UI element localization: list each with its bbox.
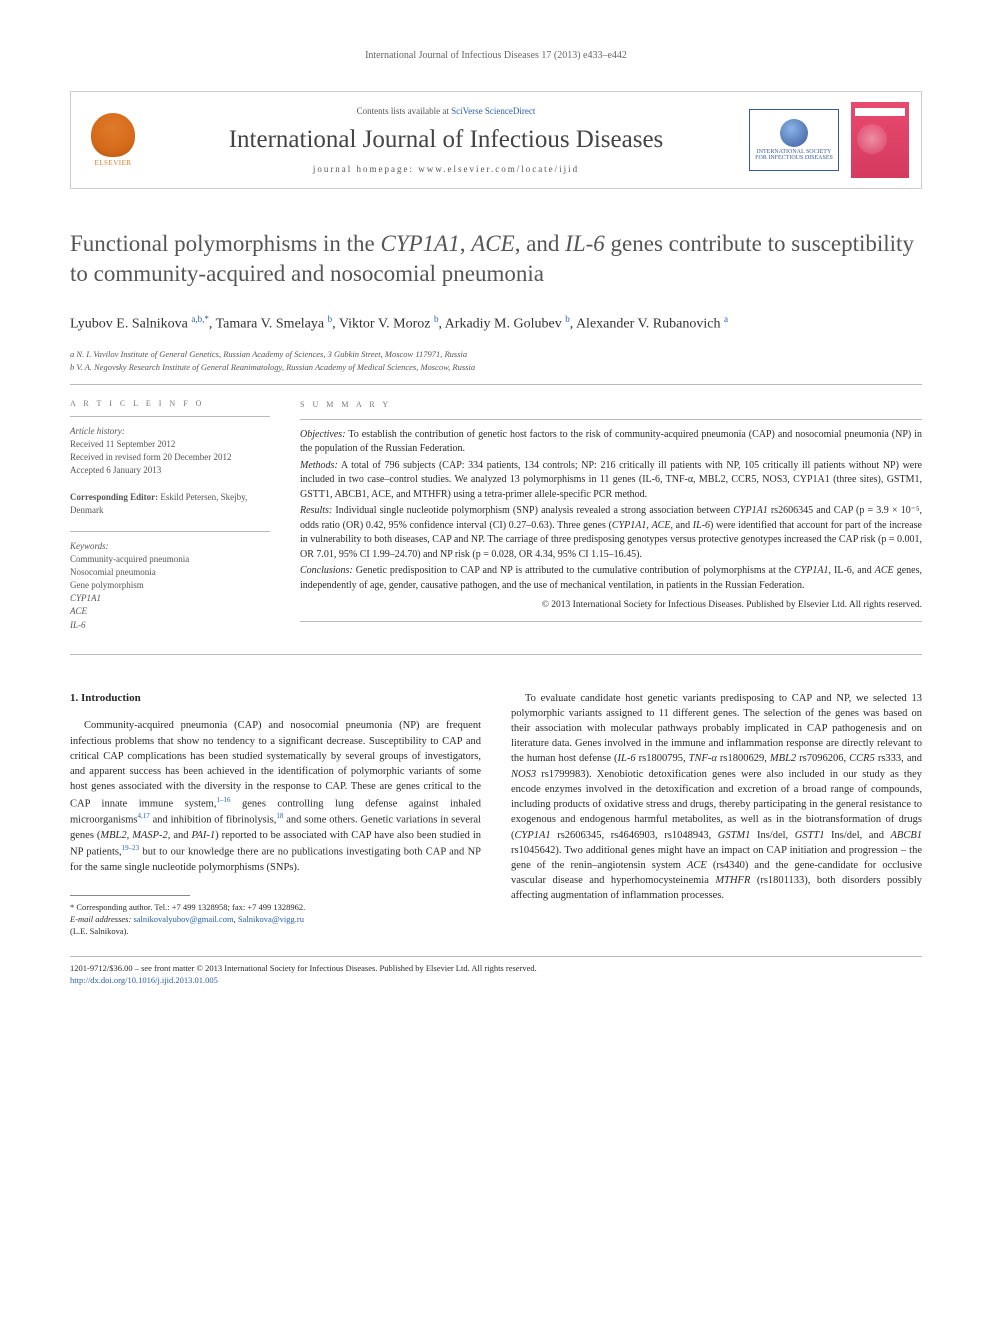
summary-heading: S U M M A R Y	[300, 399, 922, 411]
divider	[70, 384, 922, 385]
society-badge: INTERNATIONAL SOCIETY FOR INFECTIOUS DIS…	[749, 109, 839, 171]
elsevier-logo: ELSEVIER	[83, 107, 143, 173]
intro-paragraph-1: Community-acquired pneumonia (CAP) and n…	[70, 718, 481, 875]
journal-masthead: ELSEVIER Contents lists available at Sci…	[70, 91, 922, 189]
email-link[interactable]: Salnikova@vigg.ru	[238, 914, 304, 924]
summary-column: S U M M A R Y Objectives: To establish t…	[300, 399, 922, 646]
front-matter-note: 1201-9712/$36.00 – see front matter © 20…	[70, 963, 922, 987]
section-heading-intro: 1. Introduction	[70, 691, 481, 707]
doi-link[interactable]: http://dx.doi.org/10.1016/j.ijid.2013.01…	[70, 975, 218, 985]
journal-cover-thumbnail	[851, 102, 909, 178]
journal-name: International Journal of Infectious Dise…	[155, 126, 737, 154]
contents-available-line: Contents lists available at SciVerse Sci…	[155, 106, 737, 116]
corresponding-editor: Corresponding Editor: Eskild Petersen, S…	[70, 491, 270, 517]
author-list: Lyubov E. Salnikova a,b,*, Tamara V. Sme…	[70, 313, 922, 335]
article-title: Functional polymorphisms in the CYP1A1, …	[70, 229, 922, 289]
body-columns: 1. Introduction Community-acquired pneum…	[70, 691, 922, 938]
article-info-column: A R T I C L E I N F O Article history: R…	[70, 399, 270, 646]
bottom-rule	[70, 956, 922, 957]
affiliation-b: b V. A. Negovsky Research Institute of G…	[70, 361, 922, 374]
affiliations: a N. I. Vavilov Institute of General Gen…	[70, 348, 922, 374]
intro-paragraph-2: To evaluate candidate host genetic varia…	[511, 691, 922, 904]
ref-link[interactable]: 1–16	[216, 796, 230, 804]
sciencedirect-link[interactable]: SciVerse ScienceDirect	[451, 106, 535, 116]
body-column-right: To evaluate candidate host genetic varia…	[511, 691, 922, 938]
corresponding-author-footnote: * Corresponding author. Tel.: +7 499 132…	[70, 902, 481, 938]
article-info-heading: A R T I C L E I N F O	[70, 399, 270, 408]
running-head: International Journal of Infectious Dise…	[70, 50, 922, 61]
keywords-block: Keywords: Community-acquired pneumonia N…	[70, 540, 270, 631]
ref-link[interactable]: 19–23	[122, 844, 140, 852]
ref-link[interactable]: 4,17	[137, 812, 149, 820]
contents-prefix: Contents lists available at	[357, 106, 451, 116]
affiliation-a: a N. I. Vavilov Institute of General Gen…	[70, 348, 922, 361]
body-column-left: 1. Introduction Community-acquired pneum…	[70, 691, 481, 938]
abstract-copyright: © 2013 International Society for Infecti…	[300, 599, 922, 613]
footnote-separator	[70, 895, 190, 896]
divider	[70, 654, 922, 655]
article-history: Article history: Received 11 September 2…	[70, 425, 270, 477]
email-link[interactable]: salnikovalyubov@gmail.com	[133, 914, 233, 924]
journal-homepage: journal homepage: www.elsevier.com/locat…	[155, 164, 737, 174]
publisher-label: ELSEVIER	[94, 159, 131, 167]
